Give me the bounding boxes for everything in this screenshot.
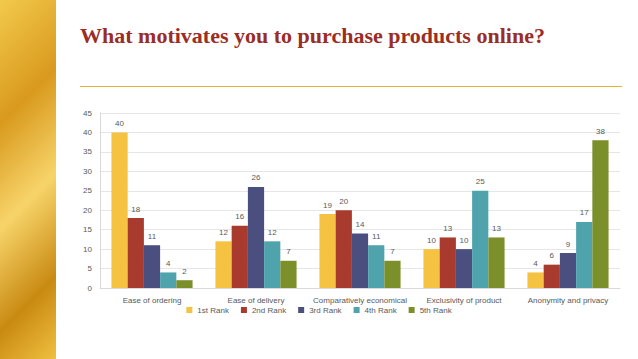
svg-text:20: 20 <box>83 206 92 215</box>
svg-text:40: 40 <box>83 128 92 137</box>
svg-text:38: 38 <box>596 127 605 136</box>
svg-text:12: 12 <box>219 228 228 237</box>
svg-text:7: 7 <box>286 247 291 256</box>
svg-text:7: 7 <box>390 247 395 256</box>
svg-text:1st Rank: 1st Rank <box>197 306 230 315</box>
svg-text:2nd Rank: 2nd Rank <box>252 306 287 315</box>
svg-text:11: 11 <box>372 232 381 241</box>
svg-text:Ease of delivery: Ease of delivery <box>228 296 285 305</box>
svg-text:3rd Rank: 3rd Rank <box>309 306 342 315</box>
svg-text:11: 11 <box>148 232 157 241</box>
svg-text:5: 5 <box>88 264 93 273</box>
svg-text:35: 35 <box>83 147 92 156</box>
svg-text:4: 4 <box>533 259 538 268</box>
svg-text:18: 18 <box>131 205 140 214</box>
svg-text:4th Rank: 4th Rank <box>365 306 398 315</box>
svg-text:6: 6 <box>550 251 555 260</box>
svg-text:25: 25 <box>476 177 485 186</box>
svg-text:30: 30 <box>83 167 92 176</box>
svg-text:15: 15 <box>83 225 92 234</box>
svg-text:10: 10 <box>83 245 92 254</box>
svg-text:Exclusivity of product: Exclusivity of product <box>426 296 502 305</box>
svg-text:16: 16 <box>235 212 244 221</box>
html-text:What motivates you to purchase: What motivates you to purchase products … <box>80 23 545 48</box>
svg-text:45: 45 <box>83 109 92 118</box>
svg-text:40: 40 <box>115 119 124 128</box>
svg-text:5th Rank: 5th Rank <box>420 306 453 315</box>
svg-text:10: 10 <box>460 236 469 245</box>
svg-text:0: 0 <box>88 284 93 293</box>
svg-text:4: 4 <box>166 259 171 268</box>
svg-text:9: 9 <box>566 240 571 249</box>
svg-text:Ease of ordering: Ease of ordering <box>123 296 182 305</box>
svg-text:13: 13 <box>492 224 501 233</box>
svg-text:12: 12 <box>268 228 277 237</box>
svg-text:Comparatively economical: Comparatively economical <box>313 296 407 305</box>
svg-text:13: 13 <box>443 224 452 233</box>
svg-text:17: 17 <box>580 208 589 217</box>
svg-text:26: 26 <box>252 173 261 182</box>
svg-text:14: 14 <box>356 220 365 229</box>
svg-text:25: 25 <box>83 186 92 195</box>
svg-text:10: 10 <box>427 236 436 245</box>
svg-text:Anonymity and privacy: Anonymity and privacy <box>528 296 608 305</box>
svg-text:19: 19 <box>323 201 332 210</box>
svg-text:20: 20 <box>339 197 348 206</box>
svg-text:2: 2 <box>182 267 187 276</box>
